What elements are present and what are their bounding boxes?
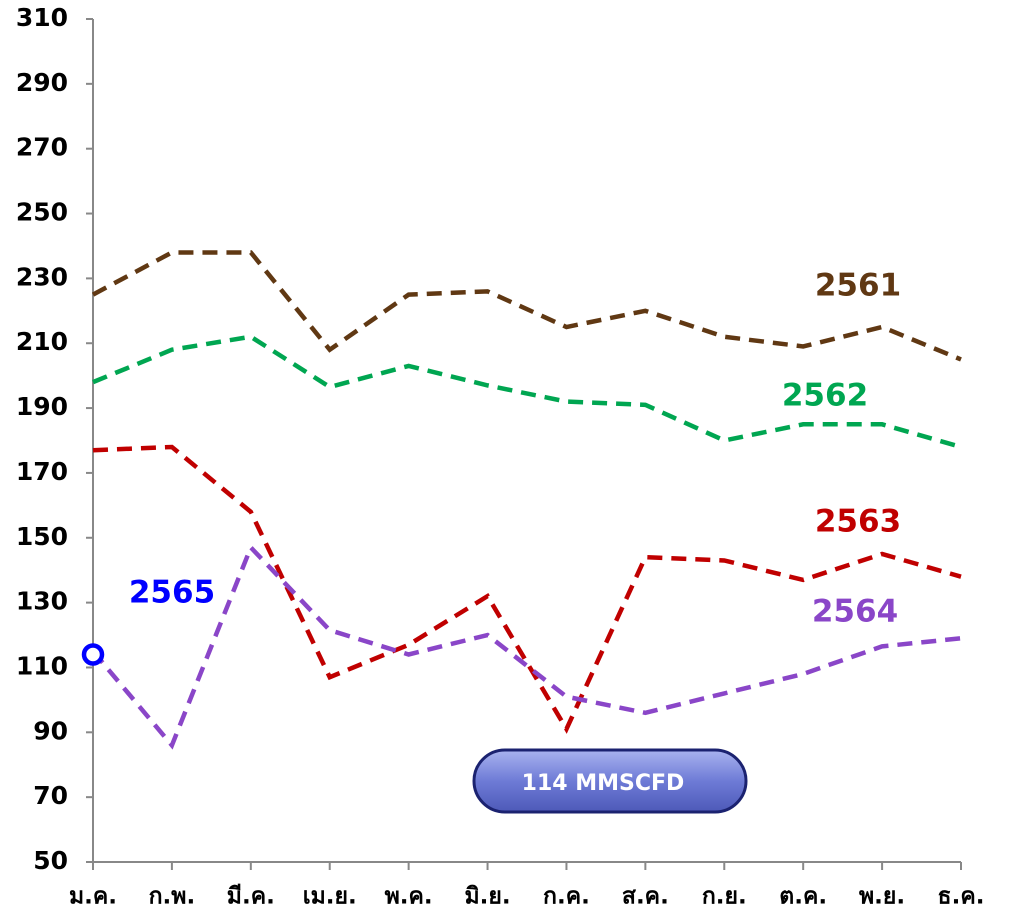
y-tick-label: 110 <box>16 651 68 680</box>
y-tick-label: 50 <box>33 846 68 875</box>
x-tick-label: ต.ค. <box>779 884 827 910</box>
y-tick-label: 130 <box>16 587 68 616</box>
series-line <box>91 543 962 750</box>
x-tick-label: มี.ค. <box>227 884 275 910</box>
series-label: 2565 <box>129 575 215 611</box>
x-tick-label: ม.ค. <box>69 884 117 910</box>
y-tick-label: 250 <box>16 198 68 227</box>
y-tick-label: 290 <box>16 68 68 97</box>
x-tick-label: มิ.ย. <box>464 884 510 910</box>
series-label: 2563 <box>815 504 901 540</box>
y-tick-label: 70 <box>33 781 68 810</box>
y-tick-label: 170 <box>16 457 68 486</box>
x-tick-label: ก.ย. <box>702 884 747 910</box>
x-tick-label: พ.ย. <box>859 884 905 910</box>
series-label: 2561 <box>815 268 901 304</box>
annotation: 114 MMSCFD <box>522 771 685 796</box>
x-tick-label: ส.ค. <box>622 884 669 910</box>
y-tick-label: 190 <box>16 392 68 421</box>
x-tick-label: ธ.ค. <box>938 884 985 910</box>
series-point <box>81 643 105 666</box>
x-tick-label: พ.ค. <box>385 884 433 910</box>
series-line <box>92 444 962 734</box>
y-tick-label: 230 <box>16 262 68 291</box>
y-tick-label: 90 <box>33 716 68 745</box>
x-tick-label: ก.ค. <box>543 884 590 910</box>
series-label: 2562 <box>782 378 868 414</box>
y-tick-label: 310 <box>16 3 68 32</box>
series-label: 2564 <box>812 594 898 630</box>
y-tick-label: 150 <box>16 522 68 551</box>
y-tick-label: 210 <box>16 327 68 356</box>
x-tick-label: ก.พ. <box>149 884 196 910</box>
series-line <box>92 334 962 450</box>
series-line <box>91 250 962 362</box>
x-tick-label: เม.ย. <box>303 884 357 910</box>
y-tick-label: 270 <box>16 133 68 162</box>
annotation-box <box>472 748 748 814</box>
